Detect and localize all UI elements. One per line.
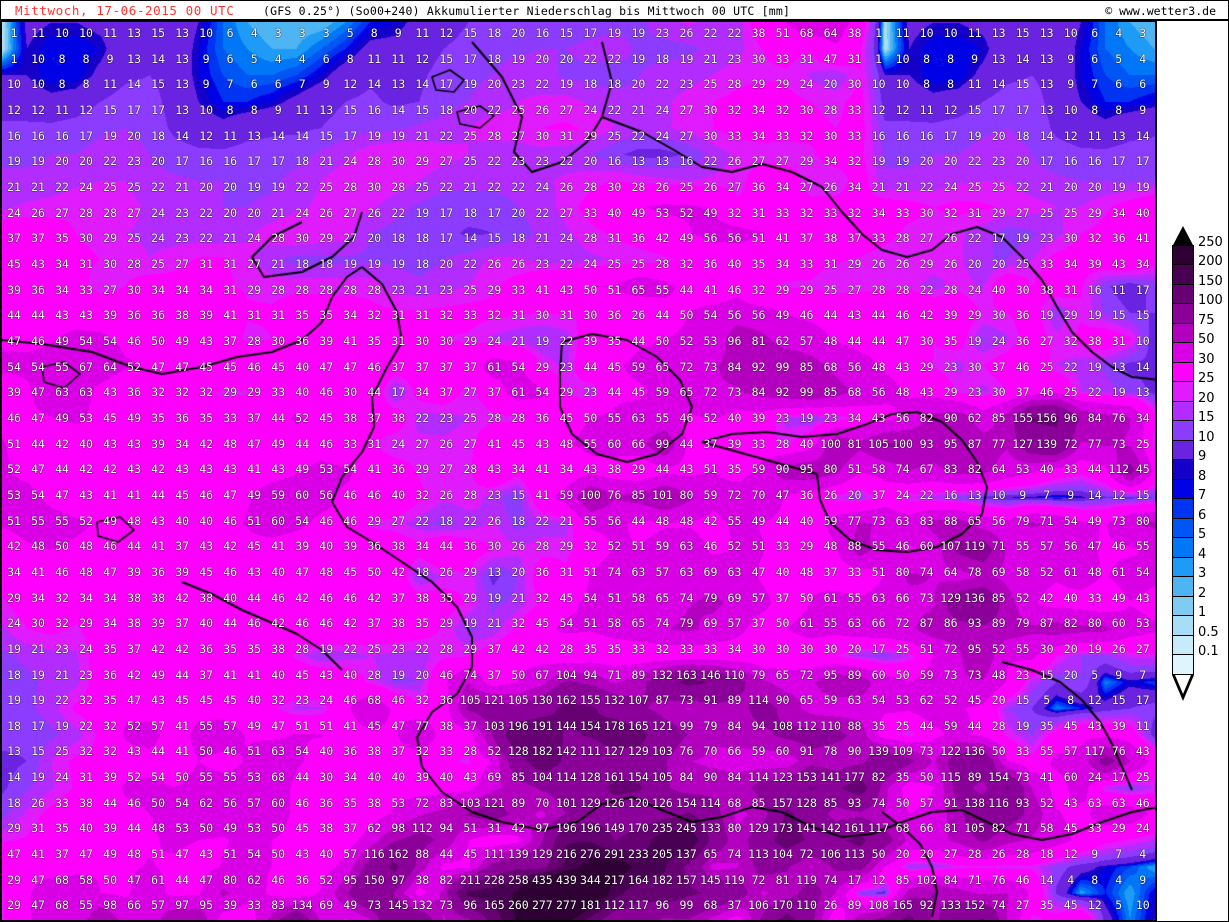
legend-cell-150[interactable]: 150 xyxy=(1172,275,1223,305)
model-description-label: (GFS 0.25°) (So00+240) Akkumulierter Nie… xyxy=(263,4,791,18)
legend-label-2: 2 xyxy=(1198,585,1207,601)
legend-label-3: 3 xyxy=(1198,566,1207,581)
legend-cell-50[interactable]: 50 xyxy=(1172,333,1215,363)
legend-panel: 250 200 150 100 75 50 30 25 20 15 10 9 8 7 6 5 4 3 2 1 0.5 0.… xyxy=(1157,20,1229,922)
legend-cell-0.1[interactable]: 0.1 xyxy=(1172,645,1219,675)
legend-label-1: 1 xyxy=(1198,605,1207,620)
copyright-label: © www.wetter3.de xyxy=(1105,4,1216,18)
legend-label-0.1: 0.1 xyxy=(1198,644,1219,659)
legend-label-50: 50 xyxy=(1198,332,1215,347)
legend-cell-20[interactable]: 20 xyxy=(1172,392,1215,422)
legend-cell-7[interactable]: 7 xyxy=(1172,489,1206,519)
legend-label-10: 10 xyxy=(1198,429,1215,445)
legend-label-15: 15 xyxy=(1198,410,1215,425)
legend-label-9: 9 xyxy=(1198,449,1207,464)
legend-label-100: 100 xyxy=(1198,293,1223,308)
legend-label-5: 5 xyxy=(1198,527,1207,542)
legend-color-scale[interactable]: 250 200 150 100 75 50 30 25 20 15 10 9 8 7 6 5 4 3 2 1 0.5 0.… xyxy=(1172,236,1223,675)
legend-bottom-arrow-inner xyxy=(1175,675,1191,694)
legend-cell-25[interactable]: 25 xyxy=(1172,372,1215,402)
legend-cell-100[interactable]: 100 xyxy=(1172,294,1223,324)
legend-top-arrow-icon xyxy=(1172,226,1194,247)
forecast-date-label: Mittwoch, 17-06-2015 00 UTC xyxy=(15,3,235,18)
legend-label-75: 75 xyxy=(1198,312,1215,328)
legend-label-7: 7 xyxy=(1198,488,1207,503)
legend-cell-4[interactable]: 4 xyxy=(1172,548,1206,578)
legend-cell-15[interactable]: 15 xyxy=(1172,411,1215,441)
legend-cell-2[interactable]: 2 xyxy=(1172,587,1206,617)
legend-cell-6[interactable]: 6 xyxy=(1172,509,1206,539)
legend-label-30: 30 xyxy=(1198,351,1215,367)
legend-label-6: 6 xyxy=(1198,507,1207,523)
legend-cell-9[interactable]: 9 xyxy=(1172,450,1206,480)
legend-cell-30[interactable]: 30 xyxy=(1172,353,1215,383)
legend-label-0.5: 0.5 xyxy=(1198,624,1219,640)
legend-cell-8[interactable]: 8 xyxy=(1172,470,1206,500)
legend-label-8: 8 xyxy=(1198,468,1207,484)
legend-cell-200[interactable]: 200 xyxy=(1172,255,1223,285)
legend-cell-75[interactable]: 75 xyxy=(1172,314,1215,344)
header-bar: Mittwoch, 17-06-2015 00 UTC (GFS 0.25°) … xyxy=(0,0,1229,20)
map-frame[interactable]: 1 11 10 10 11 13 15 13 10 6 4 3 3 3 5 8 9 11 12 15 18 20 16 15 1… xyxy=(0,20,1157,922)
legend-cell-0.5[interactable]: 0.5 xyxy=(1172,626,1219,656)
legend-label-4: 4 xyxy=(1198,546,1207,562)
legend-label-250: 250 xyxy=(1198,234,1223,250)
legend-cell-1[interactable]: 1 xyxy=(1172,606,1206,636)
legend-cell-10[interactable]: 10 xyxy=(1172,431,1215,461)
precipitation-heatmap[interactable] xyxy=(2,22,1155,920)
legend-cell-3[interactable]: 3 xyxy=(1172,567,1206,597)
legend-label-25: 25 xyxy=(1198,371,1215,386)
legend-cell-5[interactable]: 5 xyxy=(1172,528,1206,558)
legend-label-20: 20 xyxy=(1198,390,1215,406)
legend-label-200: 200 xyxy=(1198,254,1223,269)
legend-cell-250[interactable]: 250 xyxy=(1172,236,1223,266)
legend-label-150: 150 xyxy=(1198,273,1223,289)
